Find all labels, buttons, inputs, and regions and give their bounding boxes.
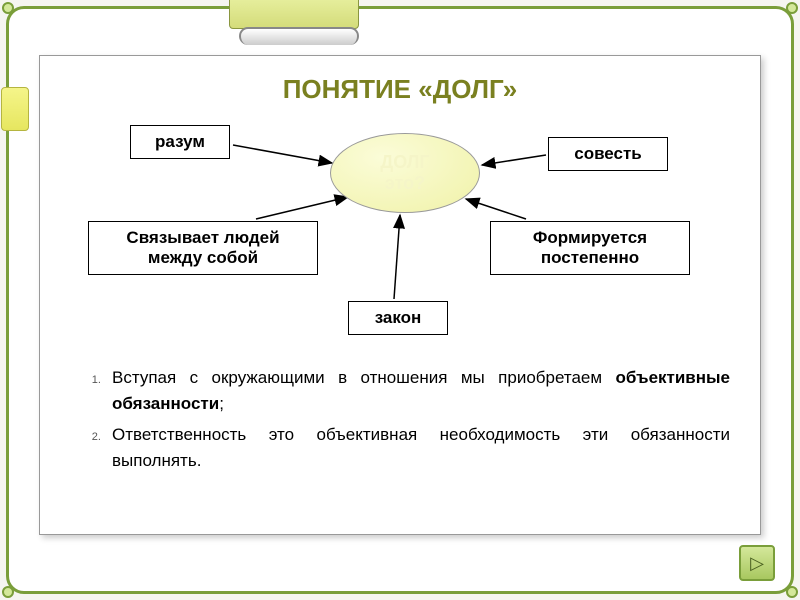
corner-dot xyxy=(786,586,798,598)
corner-dot xyxy=(2,2,14,14)
slide-content: ПОНЯТИЕ «ДОЛГ» ДОЛГ это? разум совесть Свя… xyxy=(39,55,761,535)
chevron-right-icon: ▷ xyxy=(750,553,764,574)
notes-list: Вступая с окружающими в отношения мы при… xyxy=(70,365,730,473)
concept-diagram: ДОЛГ это? разум совесть Связывает людей ме… xyxy=(70,115,730,355)
node-law: закон xyxy=(348,301,448,335)
node-reason: разум xyxy=(130,125,230,159)
list-item: Вступая с окружающими в отношения мы при… xyxy=(104,365,730,416)
corner-dot xyxy=(786,2,798,14)
node-formed: Формируется постепенно xyxy=(490,221,690,275)
next-button[interactable]: ▷ xyxy=(739,545,775,581)
node-connects: Связывает людей между собой xyxy=(88,221,318,275)
center-oval: ДОЛГ это? xyxy=(330,133,480,213)
slide-frame: ПОНЯТИЕ «ДОЛГ» ДОЛГ это? разум совесть Свя… xyxy=(6,6,794,594)
slide-title: ПОНЯТИЕ «ДОЛГ» xyxy=(70,74,730,105)
paperclip-decor xyxy=(239,27,359,45)
side-tab-decor xyxy=(1,87,29,131)
node-conscience: совесть xyxy=(548,137,668,171)
top-tab-decor xyxy=(229,0,359,29)
oval-line1: ДОЛГ xyxy=(380,152,429,173)
list-item: Ответственность это объективная необходи… xyxy=(104,422,730,473)
oval-line2: это? xyxy=(385,173,425,194)
corner-dot xyxy=(2,586,14,598)
